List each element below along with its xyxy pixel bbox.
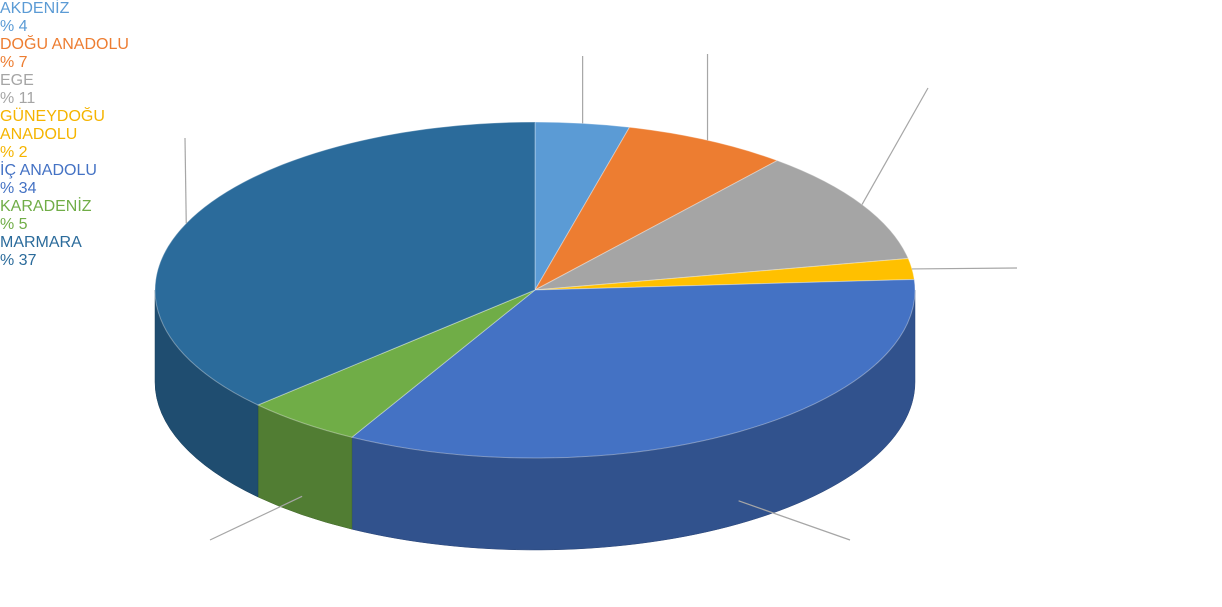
data-label: EGE% 11 (0, 72, 120, 108)
slice (350, 278, 916, 459)
data-label: İÇ ANADOLU% 34 (0, 162, 220, 198)
value-label: % 37 (0, 252, 37, 269)
leader-line (184, 137, 187, 224)
category-label: AKDENİZ (0, 0, 70, 17)
value-label: % 34 (0, 180, 37, 197)
value-label: % 2 (0, 144, 28, 161)
data-label: GÜNEYDOĞU ANADOLU% 2 (0, 108, 170, 162)
data-label: AKDENİZ% 4 (0, 0, 200, 36)
leader-line (209, 495, 303, 541)
data-label: KARADENİZ% 5 (0, 198, 200, 234)
category-label: EGE (0, 72, 34, 89)
leader-line (911, 267, 1018, 270)
slice (533, 126, 779, 292)
category-label: KARADENİZ (0, 198, 92, 215)
leader-line (861, 87, 929, 205)
data-label: DOĞU ANADOLU% 7 (0, 36, 170, 72)
slice (534, 257, 915, 291)
value-label: % 4 (0, 18, 28, 35)
value-label: % 7 (0, 54, 28, 71)
slice (256, 289, 536, 438)
slice (534, 160, 910, 291)
slice (154, 121, 536, 406)
category-label: MARMARA (0, 234, 82, 251)
value-label: % 5 (0, 216, 28, 233)
leader-line (738, 500, 851, 541)
category-label: İÇ ANADOLU (0, 162, 97, 179)
category-label: DOĞU ANADOLU (0, 36, 129, 53)
category-label: GÜNEYDOĞU ANADOLU (0, 108, 105, 143)
value-label: % 11 (0, 90, 36, 107)
